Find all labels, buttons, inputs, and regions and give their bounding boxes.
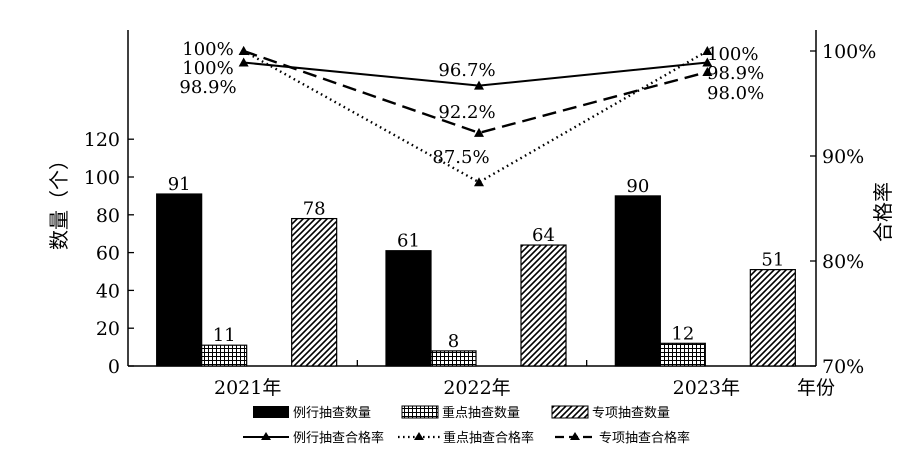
bar-data-labels: 91 61 90 11 8 12 78 64 51 [168, 174, 785, 352]
y-axis-title: 数量（个） [47, 150, 71, 250]
line-value-label: 96.7% [438, 60, 495, 81]
bar-series [156, 193, 796, 367]
line-marker [474, 177, 484, 187]
line-value-label: 98.9% [179, 77, 236, 98]
bar-value-label: 78 [303, 199, 326, 220]
legend-marker-key-rate [414, 432, 424, 440]
line-marker [474, 127, 484, 137]
y-tick-label: 100 [84, 167, 120, 189]
bar-value-label: 8 [448, 331, 459, 352]
x-axis-ticks: 2021年 2022年 2023年 [214, 360, 740, 399]
y-tick-label: 80 [96, 205, 120, 227]
x-tick-label: 2021年 [214, 377, 281, 399]
line-marker [702, 57, 713, 67]
legend: 例行抽查数量 重点抽查数量 专项抽查数量 例行抽查合格率 重点抽查合格率 专项抽… [243, 405, 690, 446]
bar [291, 217, 338, 367]
x-tick-label: 2023年 [673, 377, 740, 399]
bar-value-label: 12 [671, 323, 694, 344]
legend-marker-special-rate [570, 432, 580, 440]
bar-value-label: 11 [213, 325, 236, 346]
line-data-labels: 100%100%98.9%96.7%92.2%87.5%100%98.9%98.… [179, 39, 764, 168]
line-value-label: 92.2% [438, 102, 495, 123]
legend-label-special-count: 专项抽查数量 [592, 406, 670, 421]
legend-label-special-rate: 专项抽查合格率 [599, 430, 690, 446]
bar [201, 344, 248, 367]
line-value-label: 98.0% [707, 83, 764, 104]
y-tick-label: 120 [84, 129, 120, 151]
legend-label-routine-rate: 例行抽查合格率 [293, 430, 384, 446]
bar-value-label: 61 [397, 231, 420, 252]
line-value-label: 100% [182, 58, 233, 79]
legend-swatch-routine-count [253, 406, 289, 418]
line-marker [238, 46, 249, 55]
x-tick-label: 2022年 [443, 377, 510, 399]
line-value-label: 100% [182, 39, 233, 60]
x-axis-title: 年份 [797, 377, 835, 399]
bar [385, 250, 432, 367]
bar-value-label: 90 [626, 176, 649, 197]
y-right-tick-label: 100% [822, 41, 876, 63]
legend-label-key-rate: 重点抽查合格率 [443, 430, 534, 446]
line-path [243, 49, 708, 135]
y-right-axis-title: 合格率 [871, 182, 895, 242]
bar-value-label: 51 [761, 250, 784, 271]
y-right-tick-label: 80% [822, 251, 864, 273]
y-tick-label: 60 [96, 243, 120, 265]
line-marker [702, 67, 713, 76]
legend-swatch-key-count [401, 405, 439, 419]
line-marker [702, 46, 713, 55]
line-path [243, 49, 708, 184]
bar [156, 193, 203, 367]
y-right-tick-label: 70% [822, 356, 864, 378]
bar-value-label: 64 [532, 225, 555, 246]
bar [430, 350, 477, 367]
line-series [238, 46, 713, 187]
right-axis-ticks: 70% 80% 90% 100% [810, 41, 876, 378]
bar [614, 195, 661, 367]
bar [520, 244, 567, 367]
legend-label-routine-count: 例行抽查数量 [293, 406, 371, 421]
y-tick-label: 0 [108, 356, 120, 378]
line-value-label: 100% [707, 44, 758, 65]
bar-value-label: 91 [168, 174, 191, 195]
legend-marker-routine-rate [261, 432, 271, 440]
y-right-tick-label: 90% [822, 146, 864, 168]
bar [749, 269, 796, 367]
left-axis-ticks: 0 20 40 60 80 100 120 [84, 129, 134, 378]
line-value-label: 98.9% [707, 63, 764, 84]
y-tick-label: 20 [96, 318, 120, 340]
legend-swatch-special-count [551, 405, 589, 419]
y-tick-label: 40 [96, 280, 120, 302]
legend-label-key-count: 重点抽查数量 [442, 405, 520, 421]
line-marker [238, 57, 249, 67]
line-marker [474, 80, 484, 90]
bar [659, 342, 706, 367]
line-value-label: 87.5% [432, 147, 489, 168]
